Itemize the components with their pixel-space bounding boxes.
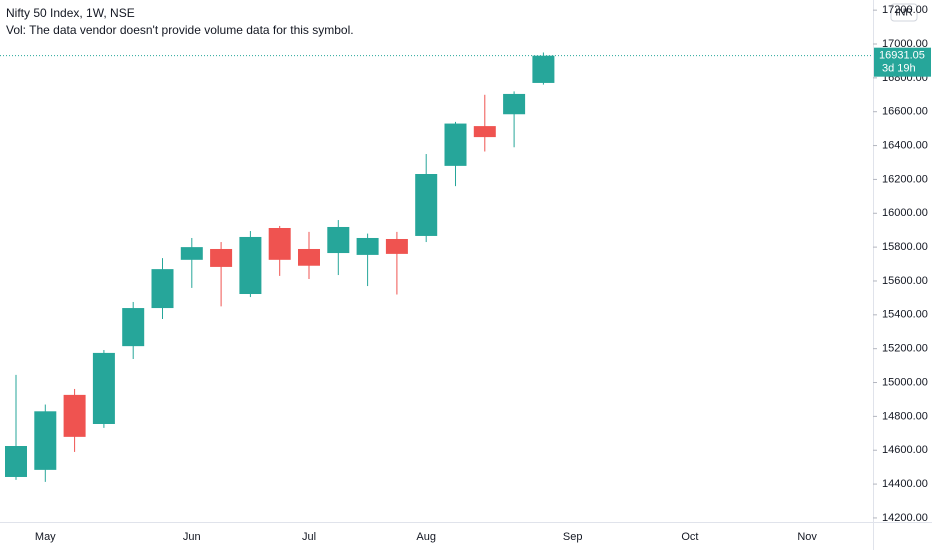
candle-body	[34, 411, 57, 470]
y-tick-label: 15800.00	[882, 241, 928, 253]
candle-body	[210, 248, 233, 267]
currency-label[interactable]: INR	[895, 8, 912, 19]
y-tick-label: 14800.00	[882, 410, 928, 422]
plot	[0, 52, 873, 482]
candle-body	[151, 269, 174, 309]
candle-body	[268, 227, 291, 260]
y-tick-label: 15400.00	[882, 309, 928, 321]
x-tick-label: Sep	[563, 531, 583, 543]
x-tick-label: Nov	[797, 531, 817, 543]
chart-subtitle: Vol: The data vendor doesn't provide vol…	[6, 23, 354, 37]
x-tick-label: Jun	[183, 531, 201, 543]
x-tick-label: Oct	[681, 531, 698, 543]
candle-body	[239, 236, 262, 295]
candle-body	[327, 226, 350, 254]
candle-body	[5, 446, 27, 477]
y-tick-label: 14200.00	[882, 512, 928, 524]
x-tick-label: May	[35, 531, 56, 543]
candle-body	[122, 308, 145, 347]
currency-badge[interactable]	[890, 3, 918, 22]
candle-body	[298, 248, 320, 266]
x-tick-label: Aug	[416, 531, 436, 543]
y-tick-label: 14400.00	[882, 478, 928, 490]
candle-body	[356, 237, 379, 255]
chart-title: Nifty 50 Index, 1W, NSE	[6, 6, 135, 20]
candle-body	[180, 247, 203, 260]
y-tick-label: 16600.00	[882, 106, 928, 118]
y-tick-label: 16000.00	[882, 207, 928, 219]
y-tick-label: 15000.00	[882, 376, 928, 388]
y-tick-label: 15200.00	[882, 343, 928, 355]
x-tick-label: Jul	[302, 531, 316, 543]
last-price-badge	[874, 47, 931, 77]
candle-body	[63, 394, 86, 437]
y-tick-label: 16400.00	[882, 139, 928, 151]
y-tick-label: 15600.00	[882, 275, 928, 287]
candle-body	[415, 174, 438, 236]
candle-body	[385, 238, 408, 254]
last-price-label: 16931.05	[879, 50, 925, 62]
candle-body	[473, 126, 496, 138]
y-tick-label: 14600.00	[882, 444, 928, 456]
candle-body	[532, 55, 555, 83]
candle-body	[92, 352, 115, 424]
candle-body	[444, 123, 467, 166]
y-tick-label: 17000.00	[882, 38, 928, 50]
y-tick-label: 17200.00	[882, 4, 928, 16]
candle-body	[503, 93, 526, 115]
y-tick-label: 16200.00	[882, 173, 928, 185]
countdown-label: 3d 19h	[882, 63, 916, 75]
